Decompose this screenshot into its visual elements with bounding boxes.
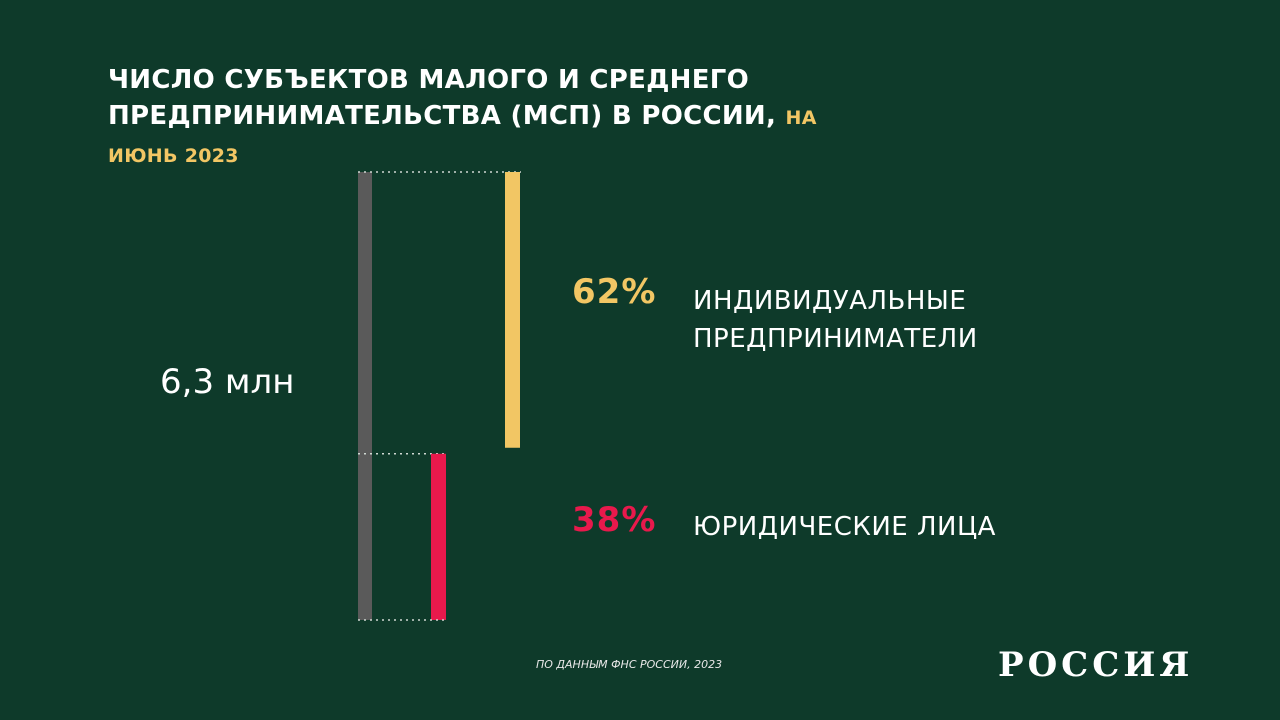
value-label: 38% <box>572 500 657 540</box>
total-label: 6,3 млн <box>160 362 295 402</box>
chart-subtitle: НА ИЮНЬ 2023 <box>108 107 817 167</box>
total-bar <box>358 172 372 620</box>
logo: РОССИЯ <box>998 645 1194 685</box>
chart-title: ЧИСЛО СУБЪЕКТОВ МАЛОГО И СРЕДНЕГО ПРЕДПР… <box>108 65 777 131</box>
title-block: ЧИСЛО СУБЪЕКТОВ МАЛОГО И СРЕДНЕГО ПРЕДПР… <box>108 62 868 174</box>
segment-bar <box>431 453 446 620</box>
legend-label: ЮРИДИЧЕСКИЕ ЛИЦА <box>693 512 996 542</box>
value-label: 62% <box>572 272 657 312</box>
legend-label: ИНДИВИДУАЛЬНЫЕ ПРЕДПРИНИМАТЕЛИ <box>693 286 978 354</box>
source: ПО ДАННЫМ ФНС РОССИИ, 2023 <box>536 658 723 671</box>
segment-bar <box>505 172 520 448</box>
